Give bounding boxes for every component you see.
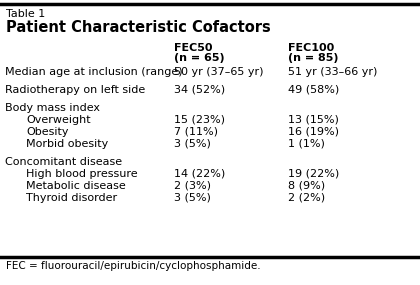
Text: 51 yr (33–66 yr): 51 yr (33–66 yr) <box>288 67 377 77</box>
Text: Concomitant disease: Concomitant disease <box>5 157 122 167</box>
Text: 50 yr (37–65 yr): 50 yr (37–65 yr) <box>174 67 264 77</box>
Text: Overweight: Overweight <box>26 115 91 125</box>
Text: (n = 65): (n = 65) <box>174 53 225 63</box>
Text: 7 (11%): 7 (11%) <box>174 127 218 137</box>
Text: Thyroid disorder: Thyroid disorder <box>26 193 117 203</box>
Text: 16 (19%): 16 (19%) <box>288 127 339 137</box>
Text: Metabolic disease: Metabolic disease <box>26 181 126 191</box>
Text: High blood pressure: High blood pressure <box>26 169 138 179</box>
Text: 1 (1%): 1 (1%) <box>288 139 325 149</box>
Text: Radiotherapy on left side: Radiotherapy on left side <box>5 85 145 95</box>
Text: Morbid obesity: Morbid obesity <box>26 139 108 149</box>
Text: Table 1: Table 1 <box>6 9 45 19</box>
Text: 13 (15%): 13 (15%) <box>288 115 339 125</box>
Text: 34 (52%): 34 (52%) <box>174 85 226 95</box>
Text: FEC50: FEC50 <box>174 43 213 53</box>
Text: 3 (5%): 3 (5%) <box>174 139 211 149</box>
Text: FEC100: FEC100 <box>288 43 334 53</box>
Text: FEC = fluorouracil/epirubicin/cyclophosphamide.: FEC = fluorouracil/epirubicin/cyclophosp… <box>6 261 261 271</box>
Text: 2 (3%): 2 (3%) <box>174 181 211 191</box>
Text: 15 (23%): 15 (23%) <box>174 115 225 125</box>
Text: 3 (5%): 3 (5%) <box>174 193 211 203</box>
Text: 19 (22%): 19 (22%) <box>288 169 339 179</box>
Text: 8 (9%): 8 (9%) <box>288 181 325 191</box>
Text: Median age at inclusion (range): Median age at inclusion (range) <box>5 67 183 77</box>
Text: 2 (2%): 2 (2%) <box>288 193 325 203</box>
Text: (n = 85): (n = 85) <box>288 53 338 63</box>
Text: 49 (58%): 49 (58%) <box>288 85 339 95</box>
Text: Body mass index: Body mass index <box>5 103 100 113</box>
Text: 14 (22%): 14 (22%) <box>174 169 226 179</box>
Text: Patient Characteristic Cofactors: Patient Characteristic Cofactors <box>6 20 271 35</box>
Text: Obesity: Obesity <box>26 127 68 137</box>
